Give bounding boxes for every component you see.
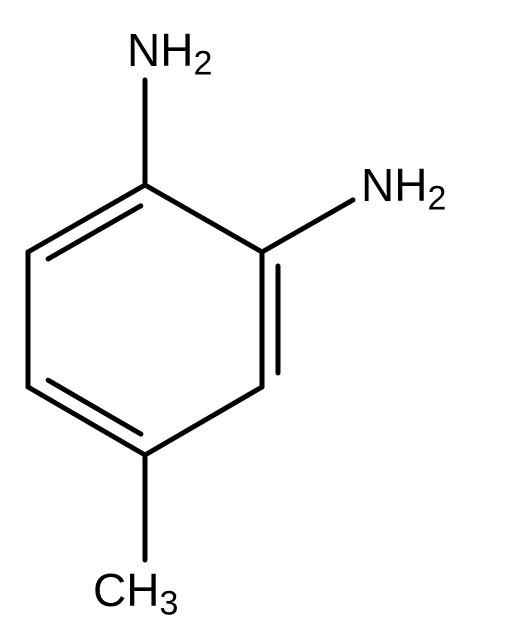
bonds-layer	[28, 80, 353, 560]
svg-text:NH2: NH2	[361, 159, 446, 217]
molecule-diagram: NH2 NH2 CH3	[0, 0, 505, 640]
svg-text:CH3: CH3	[93, 564, 178, 622]
svg-text:NH2: NH2	[127, 24, 212, 82]
